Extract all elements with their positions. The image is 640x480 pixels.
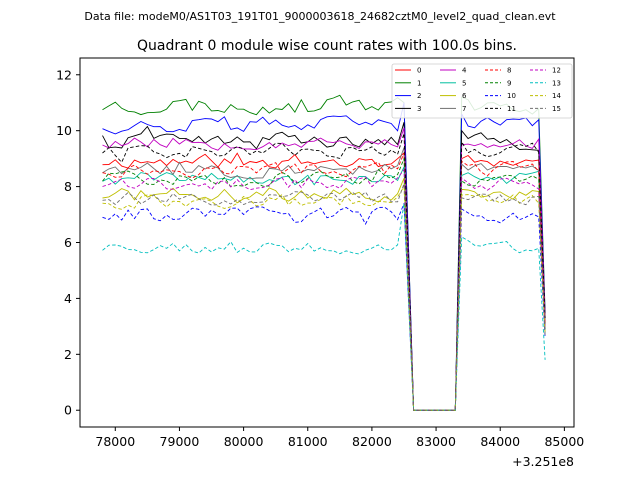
- x-tick-label: 80000: [224, 434, 264, 449]
- y-tick-label: 10: [56, 123, 72, 138]
- legend-label-10: 10: [507, 92, 516, 100]
- series-line-7: [102, 147, 546, 411]
- legend-label-6: 6: [462, 92, 467, 100]
- x-tick-label: 83000: [416, 434, 456, 449]
- series-line-12: [102, 168, 546, 411]
- series-line-9: [102, 158, 546, 411]
- legend-label-8: 8: [507, 67, 511, 75]
- axes-background: [80, 58, 574, 427]
- chart-title: Quadrant 0 module wise count rates with …: [137, 38, 517, 54]
- legend-label-12: 12: [552, 67, 561, 75]
- x-tick-label: 79000: [160, 434, 200, 449]
- legend-label-0: 0: [417, 67, 421, 75]
- series-line-15: [102, 183, 546, 411]
- y-tick-label: 4: [64, 291, 72, 306]
- legend-label-5: 5: [462, 79, 466, 87]
- series-line-6: [102, 178, 546, 411]
- y-tick-label: 8: [64, 179, 72, 194]
- legend-label-13: 13: [552, 79, 561, 87]
- legend-label-4: 4: [462, 67, 467, 75]
- y-tick-label: 6: [64, 235, 72, 250]
- legend-frame: [391, 63, 573, 119]
- plot-area: 78000 79000 80000 81000 82000 83000 84000 85000…: [56, 57, 584, 469]
- series-line-10: [102, 203, 546, 411]
- series-line-13: [102, 203, 546, 411]
- x-tick-label: 84000: [480, 434, 520, 449]
- x-tick-label: 78000: [95, 434, 135, 449]
- series-line-3: [102, 122, 546, 411]
- x-tick-label: 85000: [544, 434, 584, 449]
- legend-label-11: 11: [507, 105, 516, 113]
- suptitle: Data file: modeM0/AS1T03_191T01_90000036…: [84, 10, 556, 23]
- series-line-0: [102, 152, 546, 411]
- y-tick-label: 2: [64, 347, 72, 362]
- legend-label-14: 14: [552, 92, 561, 100]
- series-line-2: [102, 102, 546, 411]
- series-layer: [102, 94, 546, 411]
- legend-label-7: 7: [462, 105, 466, 113]
- legend-label-2: 2: [417, 92, 421, 100]
- y-tick-label: 12: [56, 67, 72, 82]
- series-line-4: [102, 127, 546, 411]
- legend-label-9: 9: [507, 79, 511, 87]
- series-line-5: [102, 166, 546, 411]
- legend-label-1: 1: [417, 79, 421, 87]
- x-tick-label: 81000: [288, 434, 328, 449]
- y-tick-label: 0: [64, 403, 72, 418]
- legend-label-15: 15: [552, 105, 561, 113]
- x-offset-label: +3.251e8: [512, 454, 574, 469]
- x-tick-label: 82000: [352, 434, 392, 449]
- legend-label-3: 3: [417, 105, 421, 113]
- y-axis: 0 2 4 6 8 10 12: [56, 67, 80, 418]
- x-axis: 78000 79000 80000 81000 82000 83000 84000 85000: [95, 427, 584, 449]
